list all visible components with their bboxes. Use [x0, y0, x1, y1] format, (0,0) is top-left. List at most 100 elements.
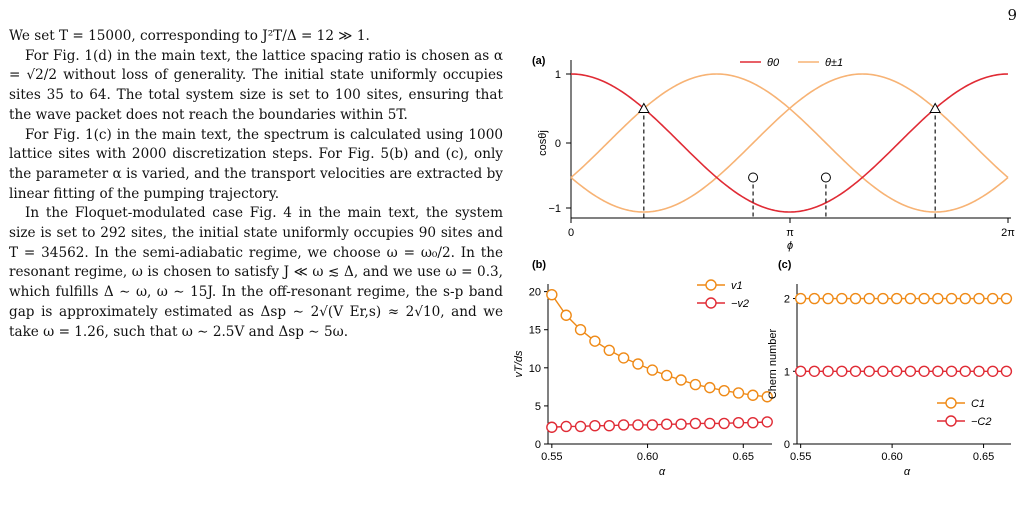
- b-point-s1-1: [546, 288, 558, 301]
- c-point-s2-12: [945, 365, 958, 377]
- page-number: 9: [1007, 6, 1017, 24]
- c-legend: C1 −C2: [937, 397, 992, 428]
- c-ytick-1: 1: [784, 366, 790, 378]
- b-point-s2-15: [747, 416, 759, 429]
- c-point-s1-5: [849, 292, 862, 305]
- c-ytick-0: 0: [784, 439, 790, 451]
- c-point-s1-2: [808, 292, 821, 305]
- b-point-s2-2: [560, 420, 572, 433]
- a-xtick-pi: π: [786, 227, 794, 239]
- b-legend: v1 −v2: [697, 279, 749, 310]
- a-legend: θ0 θ±1: [740, 57, 843, 69]
- c-point-s1-16: [1000, 292, 1013, 305]
- b-point-s1-4: [589, 335, 601, 347]
- b-legend-v1: v1: [731, 280, 743, 292]
- a-curve-theta-pm1-1: [570, 73, 1009, 213]
- a-triangle-marker-2: [929, 102, 942, 113]
- c-point-s1-10: [918, 292, 930, 305]
- c-point-s2-9: [904, 365, 917, 377]
- b-ytick-4: 20: [529, 287, 541, 299]
- c-point-s1-15: [987, 292, 999, 305]
- b-legend-v2: −v2: [731, 298, 749, 310]
- b-ytick-3: 15: [529, 325, 541, 337]
- b-point-s2-9: [661, 418, 673, 430]
- c-point-s2-6: [863, 365, 875, 377]
- c-point-s1-3: [822, 292, 834, 305]
- c-point-s1-12: [945, 292, 958, 305]
- b-point-s2-12: [704, 417, 716, 430]
- b-point-s1-13: [718, 384, 730, 397]
- a-ytick-1: 1: [555, 69, 561, 81]
- c-point-s2-13: [959, 365, 971, 377]
- panel-a-axes: [566, 60, 1011, 223]
- panel-c-axes: [796, 284, 1011, 445]
- b-series-line-1: [551, 294, 768, 398]
- paragraph-4: In the Floquet-modulated case Fig. 4 in …: [9, 205, 503, 340]
- b-ytick-0: 0: [535, 439, 541, 451]
- a-triangle-marker-1: [637, 102, 650, 113]
- c-legend-c1: C1: [971, 398, 985, 410]
- c-ylabel: Chern number: [767, 329, 779, 400]
- c-point-s1-13: [959, 292, 971, 305]
- c-point-s2-8: [890, 365, 903, 377]
- a-circle-marker-2: [820, 172, 831, 183]
- c-point-s2-4: [836, 365, 848, 377]
- b-point-s1-9: [661, 369, 673, 382]
- c-point-s2-2: [808, 365, 821, 377]
- a-legend-thetapm1: θ±1: [825, 57, 843, 69]
- c-point-s1-14: [973, 292, 985, 305]
- paragraph-3: For Fig. 1(c) in the main text, the spec…: [9, 126, 503, 202]
- body-text: We set T = 15000, corresponding to J²T/Δ…: [9, 27, 503, 507]
- a-xtick-0: 0: [568, 227, 574, 239]
- c-point-s1-4: [836, 292, 848, 305]
- c-point-s1-9: [904, 292, 917, 305]
- b-ytick-2: 10: [529, 363, 541, 375]
- c-point-s2-11: [932, 365, 944, 377]
- a-curve-theta-pm1-2: [570, 73, 1009, 213]
- b-xtick-2: 0.65: [733, 451, 754, 463]
- b-point-s1-16: [761, 391, 773, 403]
- c-point-s1-6: [863, 292, 875, 305]
- panel-a-label: (a): [532, 55, 546, 67]
- b-point-s2-14: [732, 416, 745, 429]
- c-point-s1-11: [932, 292, 944, 305]
- c-point-s2-3: [822, 365, 834, 377]
- b-point-s2-13: [718, 417, 730, 430]
- a-ylabel: cosθj: [537, 130, 549, 156]
- a-xlabel: ϕ: [787, 240, 793, 252]
- b-point-s1-14: [732, 387, 745, 399]
- b-point-s2-11: [689, 417, 702, 430]
- b-point-s1-12: [704, 381, 716, 394]
- b-point-s2-10: [675, 418, 687, 430]
- c-point-s1-8: [890, 292, 903, 305]
- b-point-s1-3: [574, 324, 587, 336]
- b-point-s2-4: [589, 420, 601, 432]
- c-point-s1-7: [877, 292, 889, 305]
- c-point-s2-14: [973, 365, 985, 377]
- b-point-s1-7: [632, 358, 644, 370]
- c-xtick-1: 0.60: [881, 451, 902, 463]
- b-point-s2-8: [646, 419, 659, 431]
- b-point-s2-7: [632, 419, 644, 431]
- paragraph-1: We set T = 15000, corresponding to J²T/Δ…: [9, 28, 370, 44]
- b-point-s1-11: [689, 378, 702, 391]
- b-point-s2-3: [574, 420, 587, 433]
- b-point-s1-6: [617, 352, 630, 364]
- c-point-s2-15: [987, 365, 999, 377]
- c-point-s2-5: [849, 365, 862, 377]
- panel-b-axes: [547, 284, 772, 445]
- b-xlabel: α: [659, 466, 666, 478]
- c-legend-c2: −C2: [971, 416, 992, 428]
- b-point-s1-10: [675, 374, 687, 386]
- b-point-s2-5: [603, 420, 615, 432]
- panel-c-label: (c): [778, 259, 792, 271]
- b-xtick-0: 0.55: [541, 451, 562, 463]
- a-circle-marker-1: [748, 172, 759, 183]
- b-point-s1-15: [747, 389, 759, 401]
- b-point-s2-1: [546, 421, 558, 433]
- b-ytick-1: 5: [535, 401, 541, 413]
- b-point-s2-16: [761, 416, 773, 428]
- b-point-s2-6: [617, 419, 630, 431]
- c-xlabel: α: [904, 466, 911, 478]
